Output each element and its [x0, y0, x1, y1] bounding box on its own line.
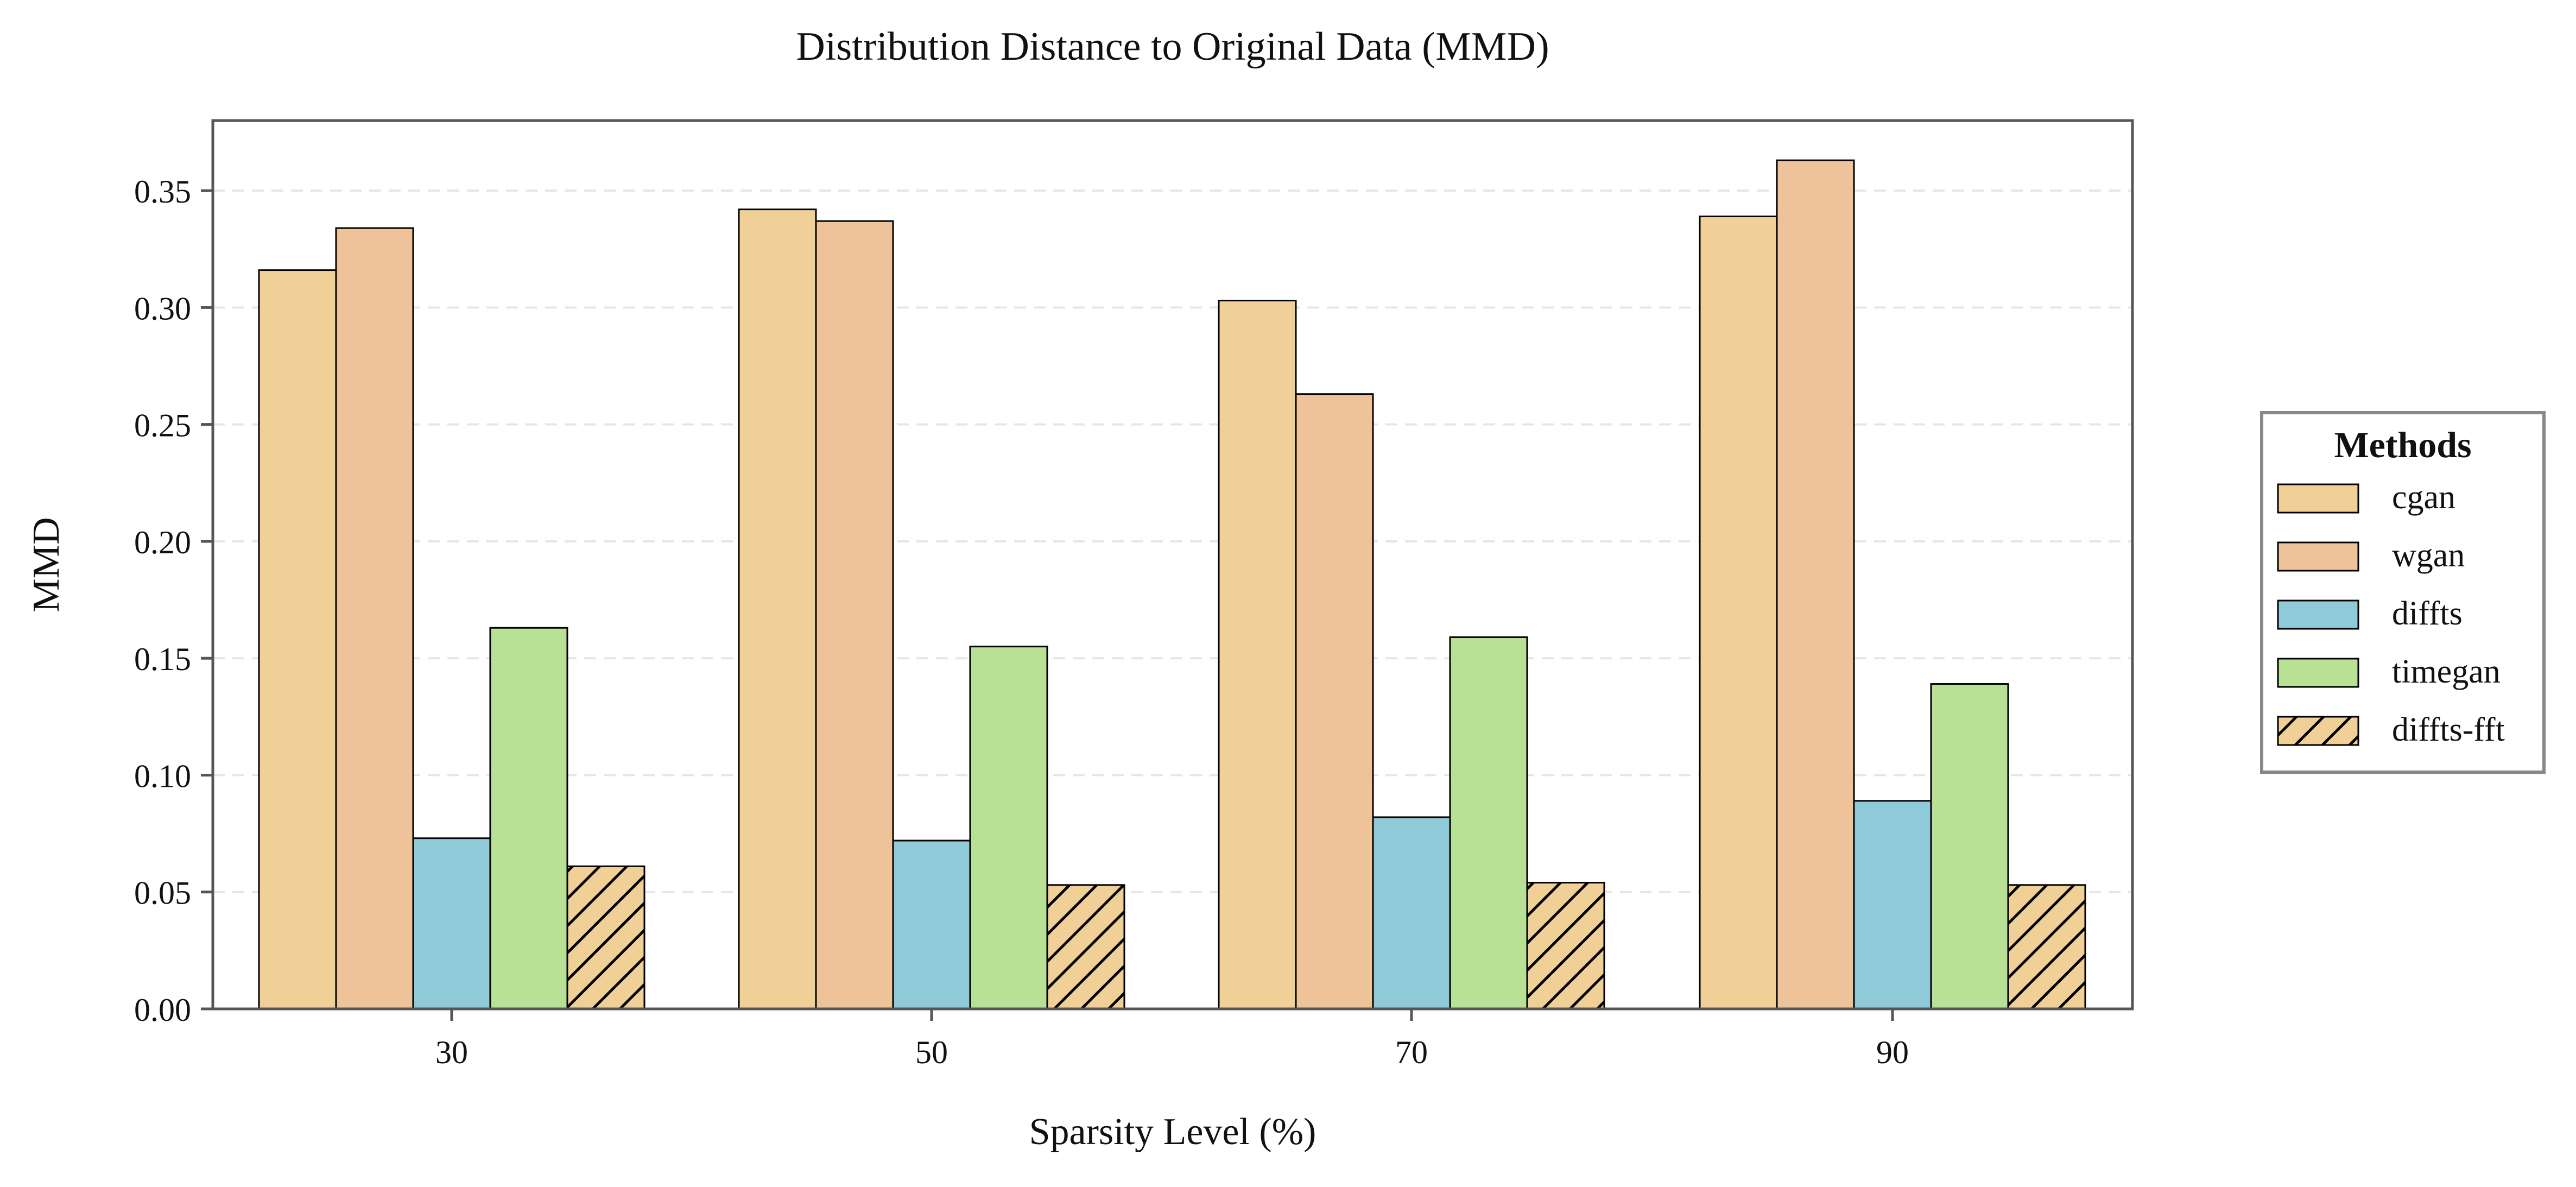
bar-hatch [567, 866, 644, 1009]
legend-item-cgan: cgan [2277, 479, 2455, 516]
bar-timegan-90 [1930, 683, 2009, 1010]
bar-group [258, 159, 2086, 1010]
bar-hatch [1047, 885, 1124, 1009]
y-tick-label: 0.20 [134, 525, 191, 560]
chart-title: Distribution Distance to Original Data (… [796, 24, 1549, 69]
y-tick-label: 0.25 [134, 408, 191, 444]
bar-timegan-30 [489, 627, 568, 1010]
bar-cgan-50 [738, 209, 817, 1010]
y-axis-label: MMD [26, 517, 67, 612]
bar-timegan-50 [969, 646, 1048, 1010]
bar-cgan-70 [1218, 300, 1297, 1010]
legend-item-diffts: diffts [2277, 595, 2463, 632]
x-tick-label: 70 [1395, 1034, 1428, 1070]
legend-label: timegan [2392, 653, 2501, 690]
y-tick-label: 0.00 [134, 992, 191, 1028]
y-tick-label: 0.05 [134, 875, 191, 911]
y-tick-label: 0.10 [134, 758, 191, 794]
bar-diffts-fft-70 [1526, 882, 1605, 1010]
x-axis: 30 50 70 90 [435, 1009, 1909, 1070]
bar-diffts-50 [892, 839, 971, 1010]
bar-diffts-fft-30 [566, 865, 645, 1010]
bar-timegan-70 [1449, 636, 1528, 1010]
bar-wgan-90 [1776, 159, 1855, 1010]
legend: Methods cgan wgan diffts timegan diffts-fft [2260, 411, 2546, 774]
legend-label: wgan [2392, 537, 2465, 574]
bar-diffts-90 [1853, 800, 1932, 1010]
legend-swatch [2277, 483, 2359, 514]
bar-wgan-70 [1295, 393, 1374, 1010]
bar-diffts-fft-50 [1046, 884, 1125, 1010]
bar-wgan-30 [335, 227, 414, 1010]
bar-fill [1450, 637, 1527, 1009]
legend-swatch [2277, 658, 2359, 688]
bar-diffts-30 [412, 837, 491, 1010]
bar-fill [413, 838, 490, 1009]
bar-wgan-50 [815, 220, 894, 1010]
bar-cgan-30 [258, 269, 337, 1010]
bar-fill [893, 841, 970, 1009]
legend-label: diffts [2392, 595, 2463, 632]
legend-swatch [2277, 541, 2359, 572]
bar-fill [490, 628, 567, 1009]
bar-diffts-70 [1372, 816, 1451, 1010]
bar-fill [816, 221, 893, 1009]
bar-fill [1854, 800, 1931, 1009]
x-tick-label: 30 [435, 1034, 468, 1070]
bar-fill [1931, 684, 2008, 1009]
x-tick-label: 50 [915, 1034, 948, 1070]
y-tick-label: 0.30 [134, 291, 191, 326]
bar-fill [1373, 817, 1450, 1009]
bar-fill [1777, 160, 1854, 1009]
bar-fill [259, 270, 336, 1009]
y-axis: 0.00 0.05 0.10 0.15 0.20 0.25 0.30 0.35 [134, 174, 213, 1028]
bar-fill [1700, 216, 1777, 1009]
y-tick-label: 0.15 [134, 641, 191, 677]
legend-item-diffts-fft: diffts-fft [2277, 711, 2505, 748]
y-tick-label: 0.35 [134, 174, 191, 210]
legend-swatch-hatch [2277, 716, 2359, 746]
bar-diffts-fft-90 [2007, 884, 2086, 1010]
legend-item-timegan: timegan [2277, 653, 2501, 690]
bar-fill [1296, 394, 1373, 1009]
plot-frame [211, 119, 2134, 1011]
bar-cgan-90 [1699, 216, 1778, 1010]
bar-fill [970, 646, 1047, 1009]
legend-swatch [2277, 599, 2359, 630]
legend-item-wgan: wgan [2277, 537, 2465, 574]
legend-label: diffts-fft [2392, 711, 2505, 748]
bar-fill [739, 209, 816, 1009]
bar-hatch [1527, 882, 1604, 1009]
legend-label: cgan [2392, 479, 2455, 516]
bar-fill [1219, 300, 1296, 1009]
legend-title: Methods [2334, 424, 2471, 465]
legend-frame [2260, 411, 2546, 774]
x-tick-label: 90 [1876, 1034, 1909, 1070]
x-axis-label: Sparsity Level (%) [1029, 1111, 1317, 1153]
bar-fill [336, 228, 413, 1009]
legend-items: cgan wgan diffts timegan diffts-fft [2277, 479, 2505, 748]
bar-hatch [2008, 885, 2085, 1009]
